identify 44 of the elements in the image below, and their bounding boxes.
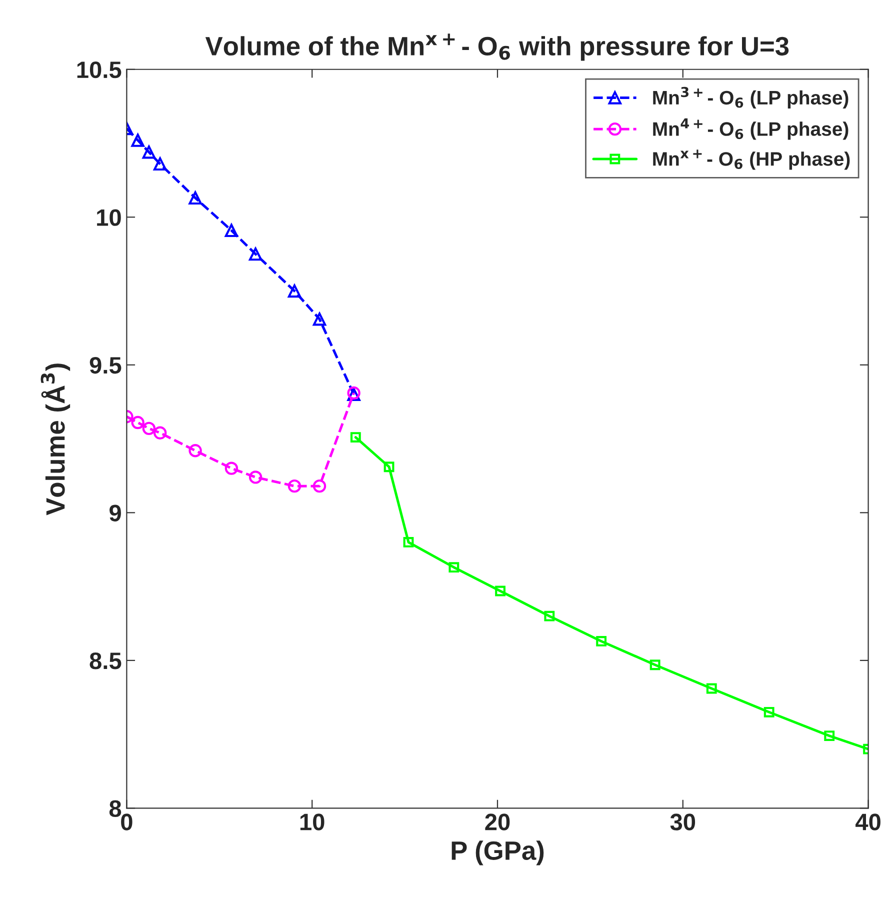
point	[224, 462, 238, 475]
point	[188, 191, 202, 205]
point	[764, 706, 774, 718]
y-axis-title: Volume (Å$^{3}$)	[40, 364, 70, 516]
point	[248, 470, 262, 484]
point	[312, 479, 326, 493]
point	[153, 426, 167, 440]
y-tick-label: 9	[110, 504, 121, 522]
point	[288, 284, 302, 298]
point	[142, 422, 156, 436]
chart-title: Volume of the Mn$^{x+}$- O$_{6}$ with pressure for U=3	[205, 34, 789, 61]
point	[650, 660, 660, 670]
point	[131, 416, 144, 430]
legend-label: Mn$^{x+}$- O$_{6}$ (HP phase)	[653, 150, 850, 170]
point	[153, 157, 167, 171]
point	[312, 312, 326, 326]
point	[448, 562, 460, 573]
x-tick-label: 20	[485, 814, 510, 830]
y-tick-label: 10	[97, 209, 121, 226]
x-tick-label: 40	[856, 814, 880, 830]
point	[824, 730, 835, 742]
point	[403, 537, 414, 548]
point	[706, 683, 717, 694]
point	[495, 586, 506, 596]
point	[248, 247, 262, 261]
point	[350, 432, 361, 443]
point	[544, 610, 555, 622]
point	[384, 462, 394, 472]
point	[224, 224, 238, 238]
y-tick-label: 8.5	[90, 652, 122, 670]
y-tick-label: 8	[109, 800, 122, 817]
point	[288, 479, 302, 493]
legend-label: Mn$^{3+}$- O$_{6}$ (LP phase)	[653, 86, 848, 108]
point	[596, 636, 607, 646]
y-tick-label: 9.5	[90, 356, 122, 374]
point	[142, 146, 156, 159]
point	[188, 444, 202, 458]
x-tick-label: 10	[300, 814, 324, 830]
point	[131, 134, 144, 147]
x-tick-label: 30	[670, 814, 696, 830]
x-tick-label: 0	[121, 814, 132, 830]
y-tick-label: 10.5	[77, 61, 122, 78]
legend-label: Mn$^{4+}$- O$_{6}$ (LP phase)	[653, 118, 848, 140]
x-axis-title: P (GPa)	[452, 840, 544, 866]
